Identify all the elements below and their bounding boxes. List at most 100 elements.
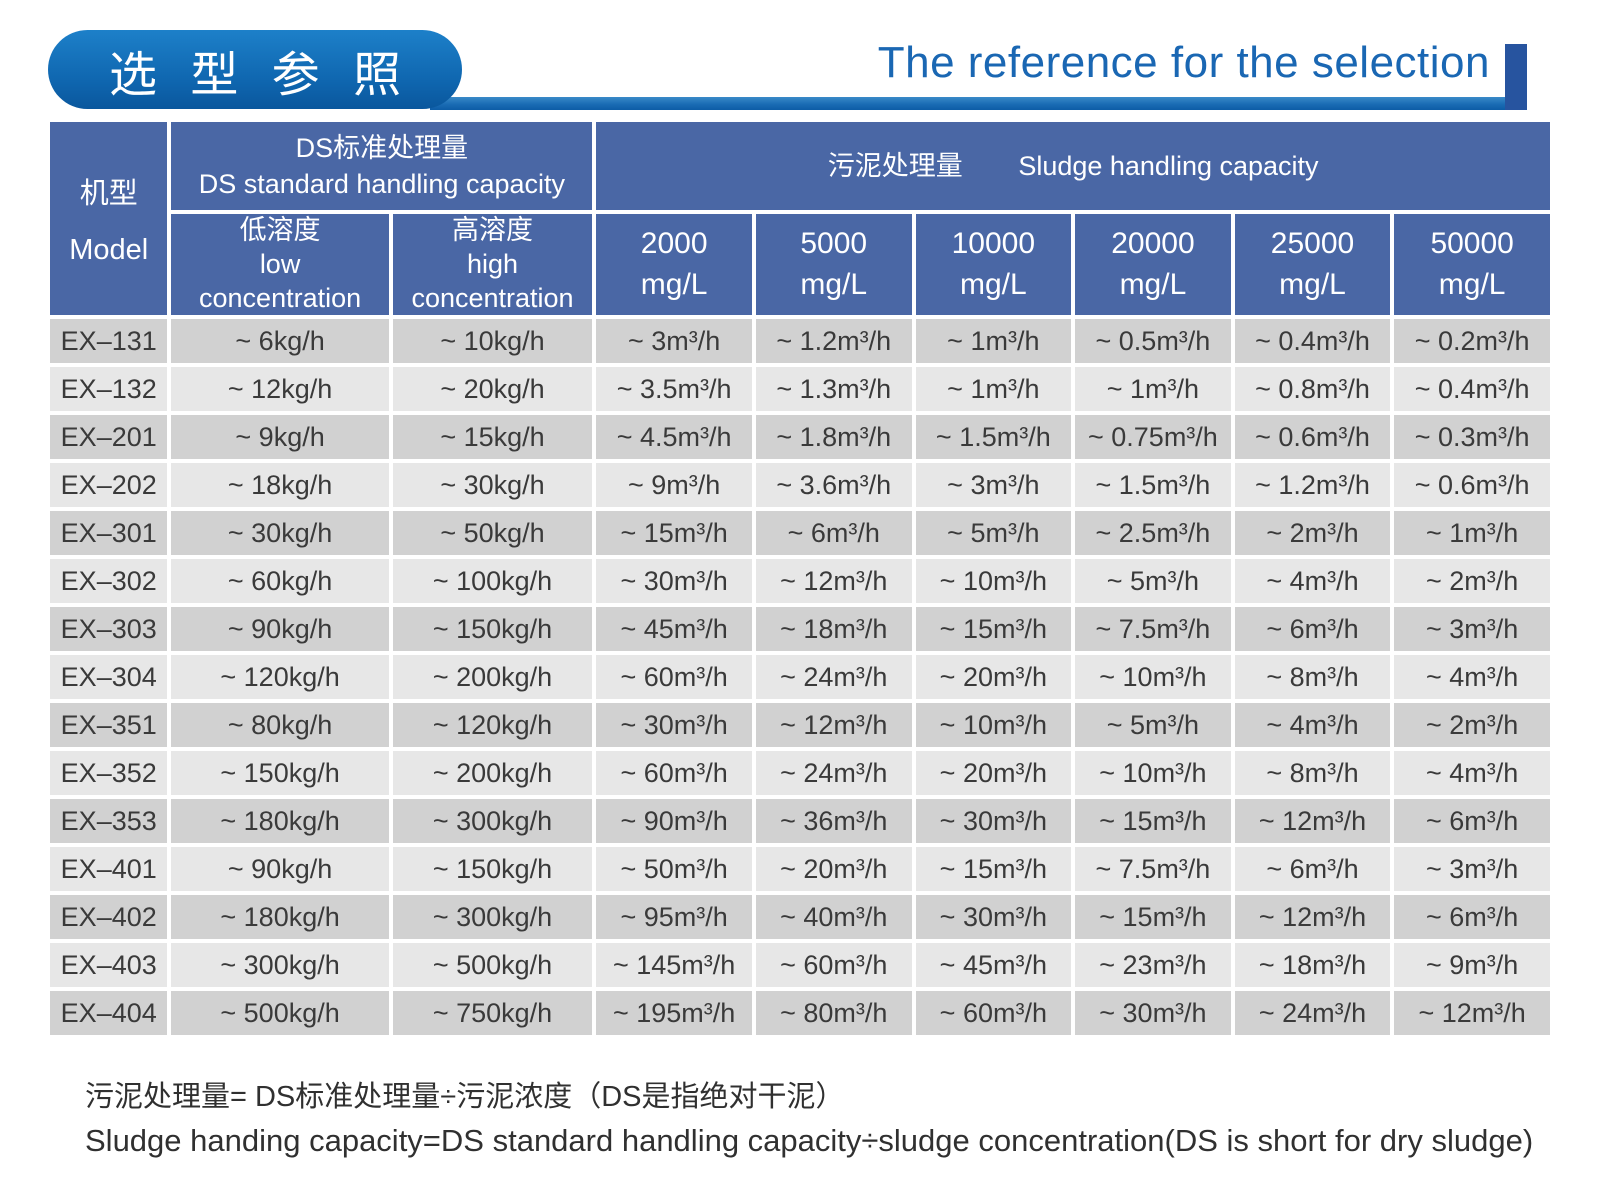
value-cell: ~ 30m³/h [915, 895, 1072, 940]
concentration-unit: mg/L [959, 267, 1027, 301]
value-cell: ~ 4m³/h [1394, 655, 1550, 700]
header-high-zh: 高溶度 [452, 215, 534, 245]
header-concentration-20000: 20000 mg/L [1075, 214, 1231, 316]
value-cell: ~ 1m³/h [915, 319, 1072, 364]
header-concentration-2000: 2000 mg/L [596, 214, 752, 316]
value-cell: ~ 15m³/h [915, 847, 1072, 892]
value-cell: ~ 30kg/h [171, 511, 389, 556]
header-ds-group-en: DS standard handling capacity [198, 169, 565, 199]
header-low-concentration: 低溶度 low concentration [171, 214, 389, 316]
value-cell: ~ 20m³/h [915, 655, 1072, 700]
table-row: EX–202 ~ 18kg/h ~ 30kg/h ~ 9m³/h ~ 3.6m³/h ~ … [50, 463, 1550, 508]
value-cell: ~ 750kg/h [392, 991, 593, 1036]
header-sludge-group-line: 污泥处理量 Sludge handling capacity [596, 148, 1550, 184]
value-cell: ~ 4m³/h [1394, 751, 1550, 796]
value-cell: ~ 12kg/h [171, 367, 389, 412]
model-cell: EX–403 [50, 943, 168, 988]
table-row: EX–301 ~ 30kg/h ~ 50kg/h ~ 15m³/h ~ 6m³/h ~ 5… [50, 511, 1550, 556]
value-cell: ~ 10m³/h [1075, 751, 1231, 796]
value-cell: ~ 0.6m³/h [1234, 415, 1391, 460]
model-cell: EX–132 [50, 367, 168, 412]
header-model: 机型 Model [50, 122, 168, 316]
value-cell: ~ 18kg/h [171, 463, 389, 508]
concentration-unit: mg/L [1438, 267, 1506, 301]
value-cell: ~ 120kg/h [392, 703, 593, 748]
table-row: EX–132 ~ 12kg/h ~ 20kg/h ~ 3.5m³/h ~ 1.3m³/h… [50, 367, 1550, 412]
table-row: EX–302 ~ 60kg/h ~ 100kg/h ~ 30m³/h ~ 12m³/h ~… [50, 559, 1550, 604]
table-row: EX–352 ~ 150kg/h ~ 200kg/h ~ 60m³/h ~ 24m³/h… [50, 751, 1550, 796]
value-cell: ~ 12m³/h [1234, 895, 1391, 940]
concentration-value: 20000 [1111, 227, 1195, 261]
table-row: EX–304 ~ 120kg/h ~ 200kg/h ~ 60m³/h ~ 24m³/h… [50, 655, 1550, 700]
value-cell: ~ 150kg/h [392, 847, 593, 892]
value-cell: ~ 0.75m³/h [1075, 415, 1231, 460]
table-row: EX–402 ~ 180kg/h ~ 300kg/h ~ 95m³/h ~ 40m³/h… [50, 895, 1550, 940]
value-cell: ~ 24m³/h [1234, 991, 1391, 1036]
value-cell: ~ 45m³/h [915, 943, 1072, 988]
value-cell: ~ 15m³/h [915, 607, 1072, 652]
value-cell: ~ 5m³/h [915, 511, 1072, 556]
value-cell: ~ 180kg/h [171, 799, 389, 844]
value-cell: ~ 30m³/h [596, 703, 752, 748]
value-cell: ~ 6m³/h [1234, 607, 1391, 652]
value-cell: ~ 60m³/h [755, 943, 912, 988]
model-cell: EX–202 [50, 463, 168, 508]
value-cell: ~ 15m³/h [596, 511, 752, 556]
header-ds-group-zh: DS标准处理量 [295, 132, 469, 163]
value-cell: ~ 50m³/h [596, 847, 752, 892]
concentration-value: 5000 [800, 227, 868, 261]
section-badge-label: 选 型 参 照 [108, 48, 411, 102]
value-cell: ~ 200kg/h [392, 655, 593, 700]
value-cell: ~ 2m³/h [1234, 511, 1391, 556]
value-cell: ~ 195m³/h [596, 991, 752, 1036]
value-cell: ~ 40m³/h [755, 895, 912, 940]
header-concentration-5000: 5000 mg/L [755, 214, 912, 316]
value-cell: ~ 15kg/h [392, 415, 593, 460]
model-cell: EX–303 [50, 607, 168, 652]
value-cell: ~ 6m³/h [755, 511, 912, 556]
table-row: EX–201 ~ 9kg/h ~ 15kg/h ~ 4.5m³/h ~ 1.8m³/h ~… [50, 415, 1550, 460]
footnotes: 污泥处理量= DS标准处理量÷污泥浓度（DS是指绝对干泥） Sludge han… [85, 1073, 1600, 1159]
value-cell: ~ 12m³/h [1394, 991, 1550, 1036]
value-cell: ~ 2.5m³/h [1075, 511, 1231, 556]
value-cell: ~ 500kg/h [171, 991, 389, 1036]
value-cell: ~ 120kg/h [171, 655, 389, 700]
value-cell: ~ 6m³/h [1394, 799, 1550, 844]
header-model-zh: 机型 [79, 178, 138, 211]
value-cell: ~ 0.5m³/h [1075, 319, 1231, 364]
value-cell: ~ 1.5m³/h [1075, 463, 1231, 508]
value-cell: ~ 20kg/h [392, 367, 593, 412]
value-cell: ~ 1.2m³/h [1234, 463, 1391, 508]
header-sludge-group-zh: 污泥处理量 [827, 150, 963, 181]
value-cell: ~ 95m³/h [596, 895, 752, 940]
value-cell: ~ 180kg/h [171, 895, 389, 940]
value-cell: ~ 80kg/h [171, 703, 389, 748]
title-underline-bar [430, 97, 1527, 110]
value-cell: ~ 3m³/h [915, 463, 1072, 508]
header-row-groups: 机型 Model DS标准处理量 DS standard handling ca… [50, 122, 1550, 316]
value-cell: ~ 6kg/h [171, 319, 389, 364]
value-cell: ~ 90m³/h [596, 799, 752, 844]
value-cell: ~ 5m³/h [1075, 559, 1231, 604]
header-high-en2: concentration [411, 282, 574, 313]
header-high-en1: high [467, 248, 519, 279]
title-end-bar [1505, 44, 1527, 110]
concentration-value: 50000 [1430, 227, 1514, 261]
value-cell: ~ 3m³/h [596, 319, 752, 364]
header-low-zh: 低溶度 [239, 215, 321, 245]
value-cell: ~ 300kg/h [171, 943, 389, 988]
model-cell: EX–304 [50, 655, 168, 700]
value-cell: ~ 4m³/h [1234, 703, 1391, 748]
value-cell: ~ 90kg/h [171, 847, 389, 892]
footnote-english: Sludge handing capacity=DS standard hand… [85, 1123, 1534, 1159]
header-row-subcolumns: 低溶度 low concentration 高溶度 high concentra… [50, 214, 1550, 316]
value-cell: ~ 3m³/h [1394, 847, 1550, 892]
value-cell: ~ 1.8m³/h [755, 415, 912, 460]
value-cell: ~ 20m³/h [755, 847, 912, 892]
value-cell: ~ 4.5m³/h [596, 415, 752, 460]
table-row: EX–303 ~ 90kg/h ~ 150kg/h ~ 45m³/h ~ 18m³/h ~… [50, 607, 1550, 652]
model-cell: EX–401 [50, 847, 168, 892]
value-cell: ~ 200kg/h [392, 751, 593, 796]
value-cell: ~ 0.4m³/h [1394, 367, 1550, 412]
value-cell: ~ 0.3m³/h [1394, 415, 1550, 460]
